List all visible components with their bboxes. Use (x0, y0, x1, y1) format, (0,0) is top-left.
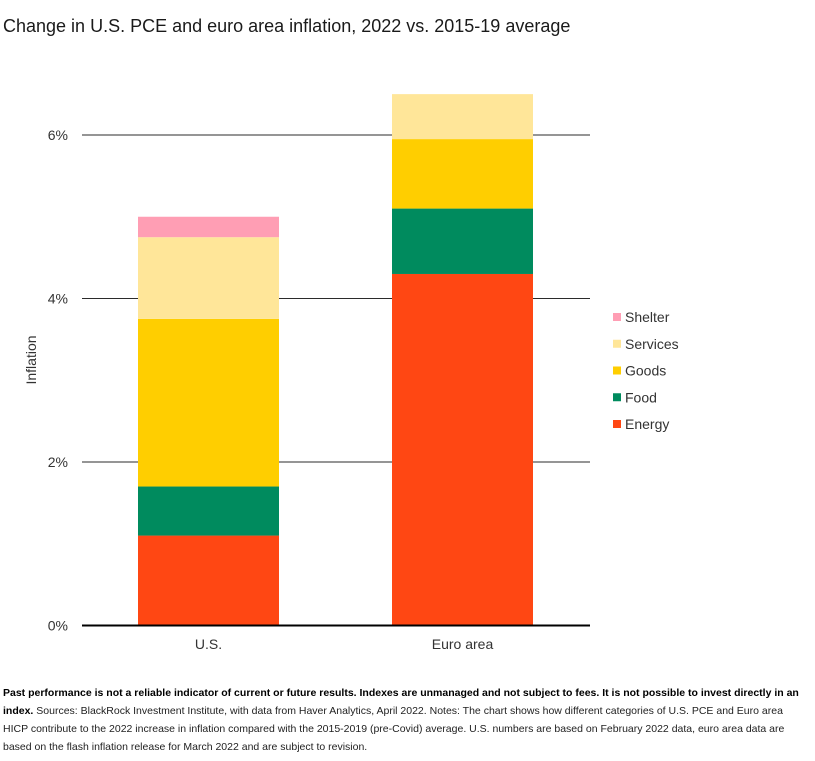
y-tick-label: 2% (48, 454, 68, 470)
x-tick-label: U.S. (195, 636, 222, 652)
legend-swatch (613, 393, 621, 402)
legend-swatch (613, 366, 621, 375)
y-tick-label: 0% (48, 618, 68, 634)
y-tick-label: 4% (48, 291, 68, 307)
bar-segment-food (138, 486, 279, 536)
legend-swatch (613, 339, 621, 348)
x-tick-label: Euro area (432, 636, 494, 652)
legend-label: Shelter (625, 309, 670, 325)
legend-label: Food (625, 389, 657, 405)
bar-segment-goods (392, 139, 533, 209)
legend-label: Goods (625, 363, 666, 379)
legend-label: Energy (625, 416, 669, 432)
stacked-bar-chart: 0% 2% 4% 6% Inflation U.S. Euro area Shelter Ser… (23, 94, 679, 652)
bar-segment-food (392, 208, 533, 274)
bar-segment-services (392, 94, 533, 140)
legend-label: Services (625, 336, 679, 352)
chart-title: Change in U.S. PCE and euro area inflati… (3, 16, 571, 36)
legend-swatch (613, 420, 621, 428)
footnote: Past performance is not a reliable indic… (3, 684, 803, 756)
footnote-sources: Sources: BlackRock Investment Institute,… (3, 705, 785, 753)
bar-segment-services (138, 237, 279, 319)
y-axis-label: Inflation (23, 335, 39, 384)
bar-segment-energy (138, 535, 279, 626)
bar-segment-energy (392, 273, 533, 626)
bar-segment-goods (138, 318, 279, 487)
y-tick-label: 6% (48, 127, 68, 143)
bar-segment-shelter (138, 216, 279, 238)
footnote-disclaimer: Past performance is not a reliable indic… (3, 687, 799, 717)
legend-swatch (613, 313, 621, 321)
